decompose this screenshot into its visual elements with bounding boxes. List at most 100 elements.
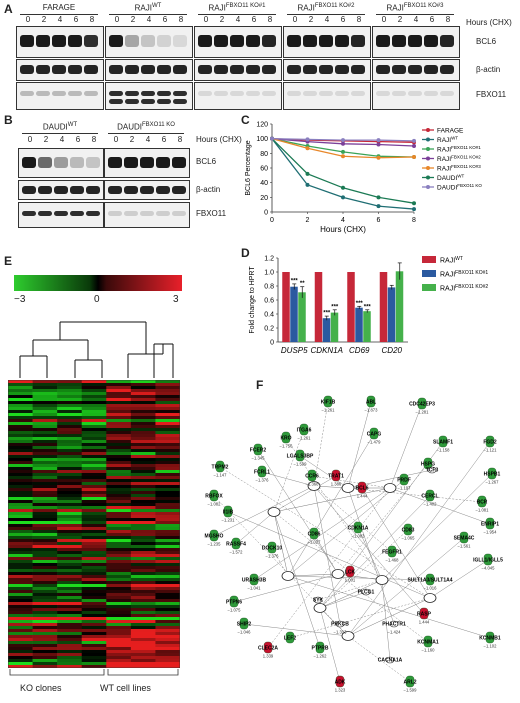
heatmap-cell — [8, 425, 33, 429]
network-edge — [299, 455, 349, 489]
bar — [290, 286, 298, 342]
heatmap-cell — [32, 470, 58, 474]
heatmap-cell — [81, 533, 107, 537]
gene-label: PRKCB — [331, 622, 349, 628]
heatmap-cell — [81, 569, 107, 573]
heatmap-cell — [57, 593, 83, 597]
heatmap-cell — [32, 467, 58, 471]
heatmap-cell — [130, 488, 156, 492]
heatmap-cell — [8, 602, 33, 606]
heatmap-cell — [130, 428, 156, 432]
heatmap-cell — [32, 608, 58, 612]
heatmap-cell — [130, 659, 156, 663]
heatmap-cell — [57, 653, 83, 657]
blot-band — [86, 157, 100, 168]
blot-strip — [16, 82, 104, 110]
blot-band — [287, 65, 301, 74]
lane-label: 6 — [340, 15, 346, 24]
heatmap-cell — [130, 599, 156, 603]
heatmap-cell — [8, 467, 33, 471]
heatmap-cell — [106, 500, 132, 504]
panel-d-bar-chart: 0 0.2 0.4 0.6 0.8 1.0 1.2 Fold change to HPRT **… — [249, 256, 488, 356]
heatmap-cell — [57, 401, 83, 405]
heatmap-cell — [130, 419, 156, 423]
scale-tick-low: −3 — [14, 294, 26, 305]
scale-tick-high: 3 — [173, 294, 179, 305]
group-underline — [22, 133, 98, 134]
heatmap-cell — [106, 608, 132, 612]
heatmap-cell — [81, 503, 107, 507]
blot-band — [70, 186, 84, 194]
heatmap-cell — [81, 551, 107, 555]
heatmap-cell — [106, 590, 132, 594]
heatmap-cell — [81, 620, 107, 624]
heatmap-cell — [155, 461, 180, 465]
blot-strip — [194, 59, 282, 81]
heatmap-cell — [8, 527, 33, 531]
heatmap-cell — [106, 545, 132, 549]
heatmap-cell — [130, 476, 156, 480]
blot-band — [140, 186, 154, 194]
heatmap-cell — [57, 542, 83, 546]
heatmap-cell — [130, 500, 156, 504]
complex-node — [375, 575, 389, 585]
heatmap-cell — [155, 509, 180, 513]
heatmap-cell — [57, 428, 83, 432]
heatmap-cell — [130, 422, 156, 426]
heatmap-cell — [81, 473, 107, 477]
heatmap-cell — [130, 623, 156, 627]
gene-node — [295, 449, 305, 462]
legend-marker — [426, 137, 430, 142]
gene-node — [231, 537, 241, 550]
blot-band — [157, 99, 171, 104]
heatmap-cell — [106, 536, 132, 540]
network-edge — [289, 597, 431, 639]
heatmap-cell — [155, 626, 180, 630]
heatmap-cell — [32, 647, 58, 651]
gene-label: FEGFR1 — [382, 550, 402, 556]
gene-label: LGALS3BP — [287, 454, 314, 460]
heatmap-cell — [8, 422, 33, 426]
blot-band — [173, 91, 187, 96]
heatmap-cell — [155, 551, 180, 555]
heatmap-cell — [57, 623, 83, 627]
network-edge — [235, 511, 275, 545]
blot-band — [38, 211, 52, 216]
heatmap-cell — [57, 452, 83, 456]
heatmap-cell — [155, 437, 180, 441]
lane-label: 0 — [27, 135, 33, 144]
gene-fold-change: −1.281 — [416, 410, 430, 415]
gene-label: ABL — [366, 400, 376, 406]
heatmap-cell — [32, 452, 58, 456]
heatmap-cell — [106, 638, 132, 642]
heatmap-cell — [155, 401, 180, 405]
heatmap-cell — [155, 608, 180, 612]
panel-a-label: A — [4, 2, 13, 16]
data-point — [376, 195, 381, 200]
blot-band — [172, 211, 186, 216]
blot-strip — [283, 59, 371, 81]
gene-fold-change: −1.081 — [476, 508, 490, 513]
heatmap-cell — [8, 503, 33, 507]
blot-band — [156, 211, 170, 216]
heatmap-cell — [155, 545, 180, 549]
blot-band — [214, 91, 228, 96]
heatmap-cell — [106, 542, 132, 546]
heatmap-cell — [130, 410, 156, 414]
heatmap-cell — [106, 449, 132, 453]
heatmap-cell — [32, 473, 58, 477]
heatmap-cell — [57, 596, 83, 600]
heatmap-cell — [81, 590, 107, 594]
heatmap-cell — [106, 599, 132, 603]
blot-band — [140, 157, 154, 168]
heatmap-cell — [57, 581, 83, 585]
heatmap-cell — [155, 623, 180, 627]
gene-node — [263, 641, 273, 654]
heatmap-cell — [155, 422, 180, 426]
gene-label: ITGA6 — [297, 428, 312, 434]
heatmap-cell — [57, 566, 83, 570]
panel-d-label: D — [241, 246, 250, 260]
heatmap-cell — [155, 584, 180, 588]
heatmap-cell — [57, 521, 83, 525]
heatmap-cell — [8, 407, 33, 411]
